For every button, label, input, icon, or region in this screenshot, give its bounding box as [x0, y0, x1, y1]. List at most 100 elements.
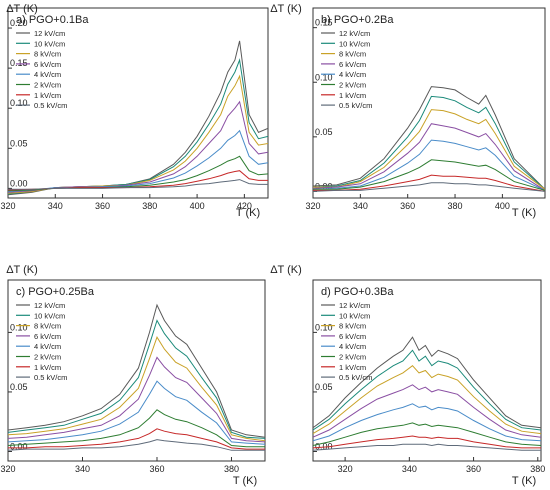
y-tick-label: 0.00	[10, 178, 28, 188]
legend-label: 8 kV/cm	[339, 322, 366, 331]
y-axis-label: ΔT (K)	[270, 3, 302, 15]
x-tick-label: 320	[0, 201, 15, 211]
y-tick-label: 0.05	[315, 382, 333, 392]
legend-label: 12 kV/cm	[34, 29, 65, 38]
plot-frame	[312, 7, 546, 199]
x-tick-label: 400	[190, 201, 205, 211]
y-tick-label: 0.15	[10, 58, 28, 68]
series-line-6-kv-cm	[8, 356, 265, 443]
y-tick-label: 0.05	[10, 138, 28, 148]
x-tick-label: 360	[400, 201, 415, 211]
y-tick-label: 0.10	[315, 322, 333, 332]
panel-title: b) PGO+0.2Ba	[321, 14, 394, 26]
y-tick-label: 0.00	[10, 441, 28, 451]
series-line-6-kv-cm	[313, 384, 541, 438]
legend-label: 0.5 kV/cm	[34, 373, 67, 382]
y-tick-label: 0.10	[10, 322, 28, 332]
series-line-2-kv-cm	[313, 159, 545, 191]
legend-label: 6 kV/cm	[34, 60, 61, 69]
panel-1: 0.00 0.05 0.10 0.15 0.20 320 340 360 380 400 420 ΔT…	[0, 3, 269, 219]
legend-label: 0.5 kV/cm	[339, 373, 372, 382]
legend-label: 6 kV/cm	[339, 332, 366, 341]
x-tick-label: 360	[95, 201, 110, 211]
series-line-1-kv-cm	[313, 174, 545, 192]
legend-label: 8 kV/cm	[34, 322, 61, 331]
panel-title: d) PGO+0.3Ba	[321, 286, 394, 298]
x-tick-label: 320	[305, 201, 320, 211]
legend-label: 1 kV/cm	[34, 91, 61, 100]
series-line-8-kv-cm	[313, 365, 541, 435]
legend-label: 1 kV/cm	[339, 363, 366, 372]
legend-label: 12 kV/cm	[339, 29, 370, 38]
panel-title: c) PGO+0.25Ba	[16, 286, 95, 298]
panel-title: a) PGO+0.1Ba	[16, 14, 89, 26]
y-axis-label: ΔT (K)	[270, 264, 302, 276]
x-axis-label: T (K)	[236, 207, 260, 219]
series-line-0-5-kv-cm	[8, 179, 268, 190]
series-line-0-5-kv-cm	[313, 182, 545, 192]
y-tick-label: 0.00	[315, 441, 333, 451]
legend-label: 4 kV/cm	[34, 342, 61, 351]
legend-label: 4 kV/cm	[339, 342, 366, 351]
panel-3: 0.00 0.05 0.10 320 340 360 380 ΔT (K) T (K) c) PG…	[0, 264, 266, 487]
legend-label: 0.5 kV/cm	[339, 101, 372, 110]
legend-label: 2 kV/cm	[34, 353, 61, 362]
x-axis-label: T (K)	[512, 475, 536, 487]
legend-label: 2 kV/cm	[339, 81, 366, 90]
legend-label: 4 kV/cm	[339, 70, 366, 79]
plot-frame	[312, 279, 542, 462]
legend-label: 1 kV/cm	[34, 363, 61, 372]
legend-label: 10 kV/cm	[34, 311, 65, 320]
series-line-10-kv-cm	[8, 319, 265, 439]
series-line-8-kv-cm	[313, 109, 545, 190]
legend-label: 12 kV/cm	[34, 301, 65, 310]
plot-frame	[7, 7, 269, 199]
series-line-12-kv-cm	[313, 86, 545, 190]
legend-label: 1 kV/cm	[339, 91, 366, 100]
series-line-10-kv-cm	[313, 349, 541, 431]
series-line-0-5-kv-cm	[8, 439, 265, 451]
legend-label: 2 kV/cm	[34, 81, 61, 90]
series-line-4-kv-cm	[313, 403, 541, 442]
plot-frame	[7, 279, 266, 462]
series-line-12-kv-cm	[313, 336, 541, 429]
x-tick-label: 420	[237, 201, 252, 211]
x-tick-label: 380	[448, 201, 463, 211]
series-line-10-kv-cm	[313, 95, 545, 190]
series-line-1-kv-cm	[8, 170, 268, 191]
series-line-2-kv-cm	[313, 422, 541, 446]
y-axis-label: ΔT (K)	[6, 3, 38, 15]
legend-label: 4 kV/cm	[34, 70, 61, 79]
y-axis-label: ΔT (K)	[6, 264, 38, 276]
legend-label: 10 kV/cm	[339, 39, 370, 48]
legend-label: 6 kV/cm	[339, 60, 366, 69]
series-line-0-5-kv-cm	[313, 443, 541, 451]
series-line-2-kv-cm	[8, 155, 268, 192]
series-line-6-kv-cm	[8, 100, 268, 193]
legend-label: 8 kV/cm	[339, 50, 366, 59]
x-tick-label: 340	[75, 464, 90, 474]
x-tick-label: 320	[338, 464, 353, 474]
legend-label: 8 kV/cm	[34, 50, 61, 59]
legend-label: 12 kV/cm	[339, 301, 370, 310]
y-tick-label: 0.10	[10, 98, 28, 108]
x-tick-label: 320	[0, 464, 15, 474]
y-tick-label: 0.05	[315, 127, 333, 137]
y-tick-label: 0.15	[315, 18, 333, 28]
series-line-4-kv-cm	[8, 380, 265, 445]
x-tick-label: 340	[353, 201, 368, 211]
panel-4: 0.00 0.05 0.10 320 340 360 380 ΔT (K) T (K) d) PG…	[270, 264, 545, 487]
x-tick-label: 400	[495, 201, 510, 211]
x-tick-label: 340	[48, 201, 63, 211]
x-axis-label: T (K)	[512, 207, 536, 219]
x-axis-label: T (K)	[233, 475, 257, 487]
series-line-8-kv-cm	[8, 336, 265, 442]
series-line-4-kv-cm	[313, 139, 545, 191]
legend-label: 0.5 kV/cm	[34, 101, 67, 110]
x-tick-label: 360	[149, 464, 164, 474]
x-tick-label: 360	[466, 464, 481, 474]
series-line-12-kv-cm	[8, 303, 265, 438]
y-tick-label: 0.05	[10, 382, 28, 392]
